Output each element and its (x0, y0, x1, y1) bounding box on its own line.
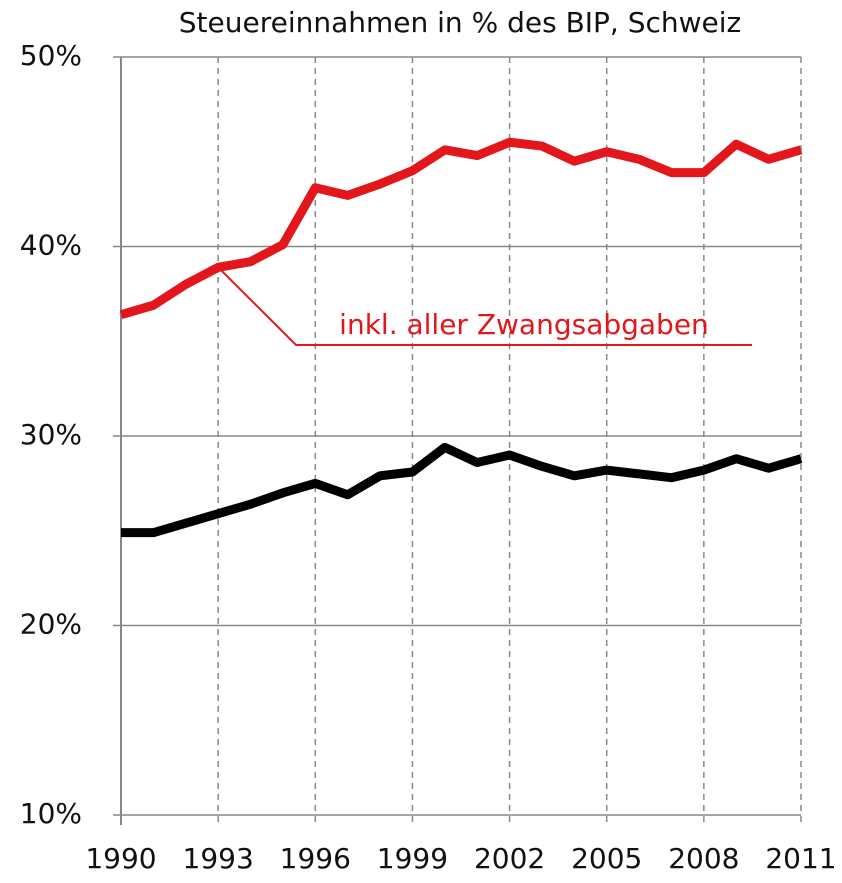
x-tick-label: 1990 (85, 842, 156, 875)
x-tick-label: 1996 (280, 842, 351, 875)
y-tick-label: 10% (20, 797, 82, 830)
x-tick-label: 1993 (183, 842, 254, 875)
line (119, 137, 803, 320)
line (121, 442, 803, 538)
x-tick-label: 2002 (474, 842, 545, 875)
x-tick-label: 2005 (571, 842, 642, 875)
y-tick-label: 30% (20, 418, 82, 451)
x-tick-label: 2011 (765, 842, 836, 875)
y-tick-label: 50% (20, 39, 82, 72)
x-tick-label: 1999 (377, 842, 448, 875)
y-tick-label: 40% (20, 229, 82, 262)
series-label: inkl. aller Zwangsabgaben (339, 308, 709, 341)
y-tick-label: 20% (20, 608, 82, 641)
chart-title: Steuereinnahmen in % des BIP, Schweiz (179, 6, 742, 39)
annotation-leader (217, 266, 752, 346)
x-tick-label: 2008 (668, 842, 739, 875)
